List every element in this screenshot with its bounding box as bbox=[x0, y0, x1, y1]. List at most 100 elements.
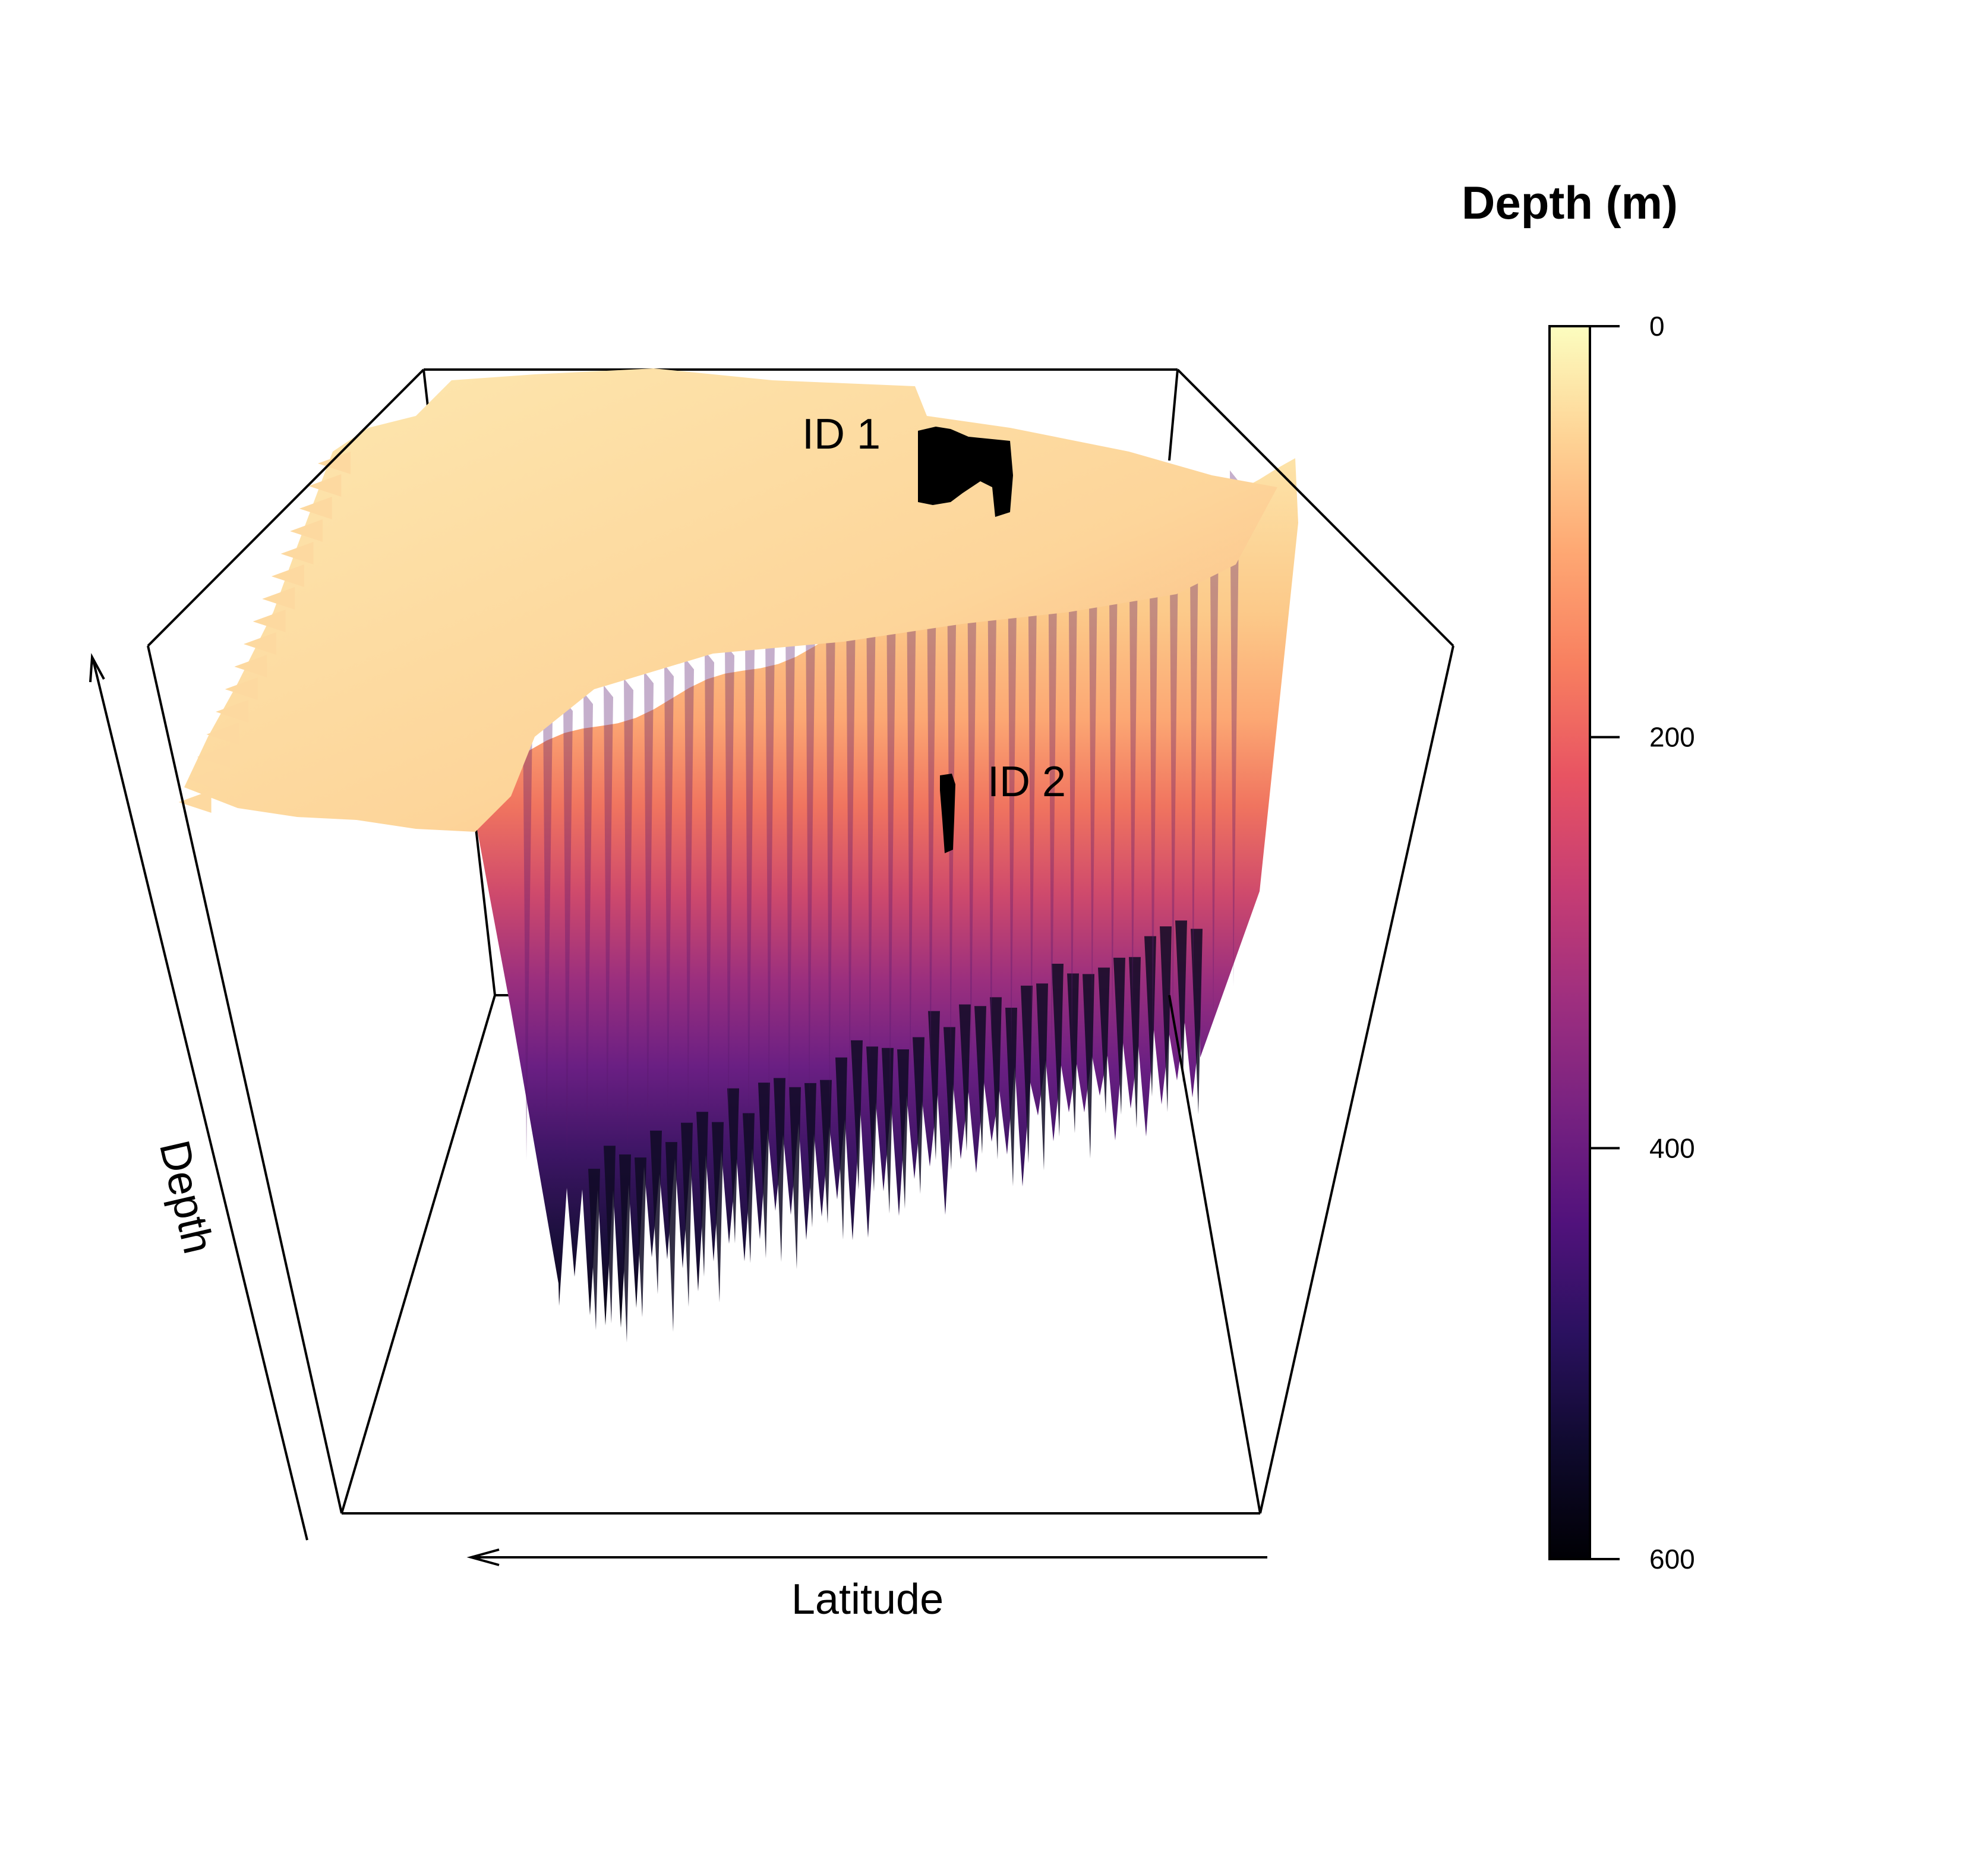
surface-ridge bbox=[866, 595, 876, 1060]
surface-spike bbox=[974, 1006, 986, 1154]
surface-spike bbox=[1021, 985, 1033, 1164]
plateau-edge-tooth bbox=[234, 655, 267, 677]
surface-spike bbox=[943, 1027, 955, 1170]
id-1-marker bbox=[918, 427, 1013, 517]
plateau-edge-tooth bbox=[253, 610, 286, 632]
surface-ridge bbox=[604, 685, 613, 1134]
surface-spike bbox=[712, 1122, 724, 1302]
surface-spike bbox=[990, 997, 1002, 1160]
surface-ridge bbox=[1028, 540, 1037, 1043]
surface-spike bbox=[1067, 973, 1079, 1134]
surface-spike bbox=[588, 1169, 600, 1330]
surface-spike bbox=[882, 1048, 894, 1214]
surface-ridge bbox=[765, 630, 775, 1103]
box-front-edges bbox=[147, 368, 1454, 1515]
surface-spike bbox=[835, 1057, 847, 1240]
surface-spike bbox=[1144, 936, 1156, 1097]
surface-spike bbox=[665, 1142, 677, 1332]
plateau-edge-tooth bbox=[197, 745, 230, 768]
plateau-edge-tooth bbox=[271, 564, 304, 587]
id-1-label: ID 1 bbox=[802, 411, 881, 458]
surface-ridge bbox=[1109, 512, 1118, 1023]
surface-spike bbox=[897, 1049, 909, 1209]
surface-spike bbox=[1129, 957, 1141, 1128]
surface-spike bbox=[1083, 974, 1094, 1159]
plateau-edge-tooth bbox=[280, 542, 314, 564]
surface-spike bbox=[913, 1037, 924, 1194]
surface-slope bbox=[475, 458, 1298, 1328]
surface-spike bbox=[866, 1046, 878, 1192]
surface-ridge bbox=[745, 636, 755, 1125]
surface-spike bbox=[851, 1040, 863, 1190]
surface-ridge bbox=[1129, 505, 1138, 1023]
latitude-axis-label: Latitude bbox=[791, 1576, 943, 1623]
surface-ridge bbox=[725, 643, 734, 1124]
surface-ridge bbox=[664, 664, 674, 1119]
surface-ridge bbox=[684, 657, 694, 1119]
colorbar-tick-label: 200 bbox=[1649, 722, 1695, 753]
surface-spike bbox=[820, 1080, 832, 1224]
surface-ridge bbox=[1230, 470, 1239, 987]
id-2-marker bbox=[940, 774, 955, 853]
plateau-edge-tooth bbox=[290, 519, 323, 542]
surface-spike bbox=[928, 1011, 940, 1160]
plateau-edge-tooth bbox=[262, 587, 295, 610]
surface-spike bbox=[635, 1157, 646, 1317]
surface-spike bbox=[743, 1113, 755, 1263]
surface-spike bbox=[1113, 957, 1125, 1115]
surface-spike bbox=[774, 1078, 785, 1262]
plateau-edge-tooth bbox=[244, 632, 276, 655]
surface-spike bbox=[1036, 983, 1048, 1171]
surface-spike bbox=[1052, 963, 1064, 1137]
colorbar-tick-label: 400 bbox=[1649, 1132, 1695, 1163]
surface-ridge bbox=[1008, 547, 1017, 1050]
colorbar-tick-label: 600 bbox=[1649, 1544, 1695, 1575]
surface-ridge bbox=[563, 699, 573, 1164]
surface-ridge bbox=[806, 616, 815, 1099]
surface-spike bbox=[650, 1130, 662, 1295]
surface-spike bbox=[696, 1112, 708, 1277]
surface-ridge bbox=[543, 706, 553, 1149]
colorbar-tick-label: 0 bbox=[1649, 311, 1665, 342]
colorbar bbox=[1548, 325, 1591, 1560]
surface-ridge bbox=[1169, 491, 1179, 1023]
surface-ridge bbox=[705, 651, 714, 1124]
surface-spike bbox=[1175, 920, 1187, 1084]
surface-ridge bbox=[1149, 498, 1159, 1043]
surface-ridge bbox=[785, 623, 795, 1121]
surface-ridge bbox=[826, 609, 835, 1105]
surface-spike bbox=[804, 1083, 816, 1228]
plateau-edge-tooth bbox=[308, 474, 342, 497]
surface-spike bbox=[1191, 929, 1203, 1115]
surface-ridge bbox=[886, 588, 896, 1098]
surface-spike bbox=[619, 1154, 631, 1343]
surface-spike bbox=[727, 1088, 739, 1244]
latitude-axis-arrow bbox=[466, 1548, 1267, 1566]
surface-spike bbox=[959, 1004, 971, 1151]
surface-spike bbox=[789, 1087, 801, 1270]
id-1-track bbox=[918, 427, 1013, 517]
surface-ridge bbox=[523, 713, 532, 1160]
surface-ridge bbox=[1189, 484, 1199, 995]
surface-spike bbox=[758, 1083, 770, 1258]
surface-ridge bbox=[967, 560, 977, 1071]
plateau-edge-tooth bbox=[299, 497, 332, 519]
id-2-track bbox=[940, 774, 955, 853]
surface-ridge bbox=[987, 553, 997, 1068]
surface-spike bbox=[1098, 967, 1110, 1113]
surface-ridge bbox=[927, 574, 936, 1074]
surface-ridge bbox=[907, 581, 916, 1074]
surface-ridge bbox=[624, 678, 633, 1154]
plateau-edge-tooth bbox=[318, 452, 351, 474]
surface-spike bbox=[681, 1122, 693, 1307]
surface-ridge bbox=[644, 671, 654, 1146]
surface-ridge bbox=[846, 602, 856, 1081]
surface-ridge bbox=[1048, 532, 1058, 1059]
plateau-edge-tooth bbox=[188, 768, 221, 790]
colorbar-title: Depth (m) bbox=[1462, 176, 1678, 229]
surface-ridge bbox=[583, 692, 593, 1149]
surface-ridge bbox=[1068, 526, 1078, 1048]
colorbar-ticks: 0 200 400 600 bbox=[1590, 311, 1695, 1575]
